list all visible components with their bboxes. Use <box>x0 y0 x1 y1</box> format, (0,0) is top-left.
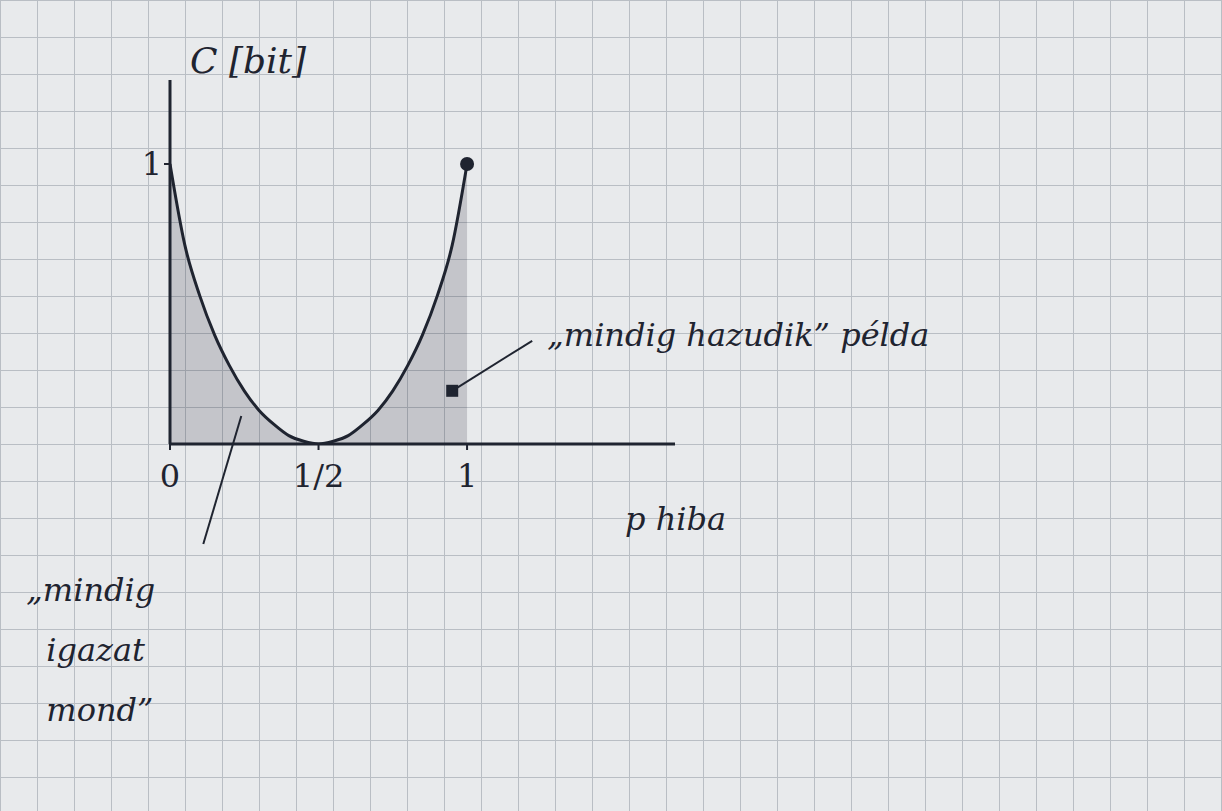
svg-text:„mindig hazudik” példa: „mindig hazudik” példa <box>547 316 929 354</box>
svg-text:1/2: 1/2 <box>293 457 345 495</box>
svg-text:1: 1 <box>142 145 162 183</box>
svg-text:0: 0 <box>160 457 180 495</box>
svg-text:„mindigigazatmond”: „mindigigazatmond” <box>26 571 155 729</box>
html-text:p hiba: p hiba <box>625 500 727 538</box>
html-text:C [bit]: C [bit] <box>190 40 307 81</box>
svg-text:1: 1 <box>457 457 477 495</box>
